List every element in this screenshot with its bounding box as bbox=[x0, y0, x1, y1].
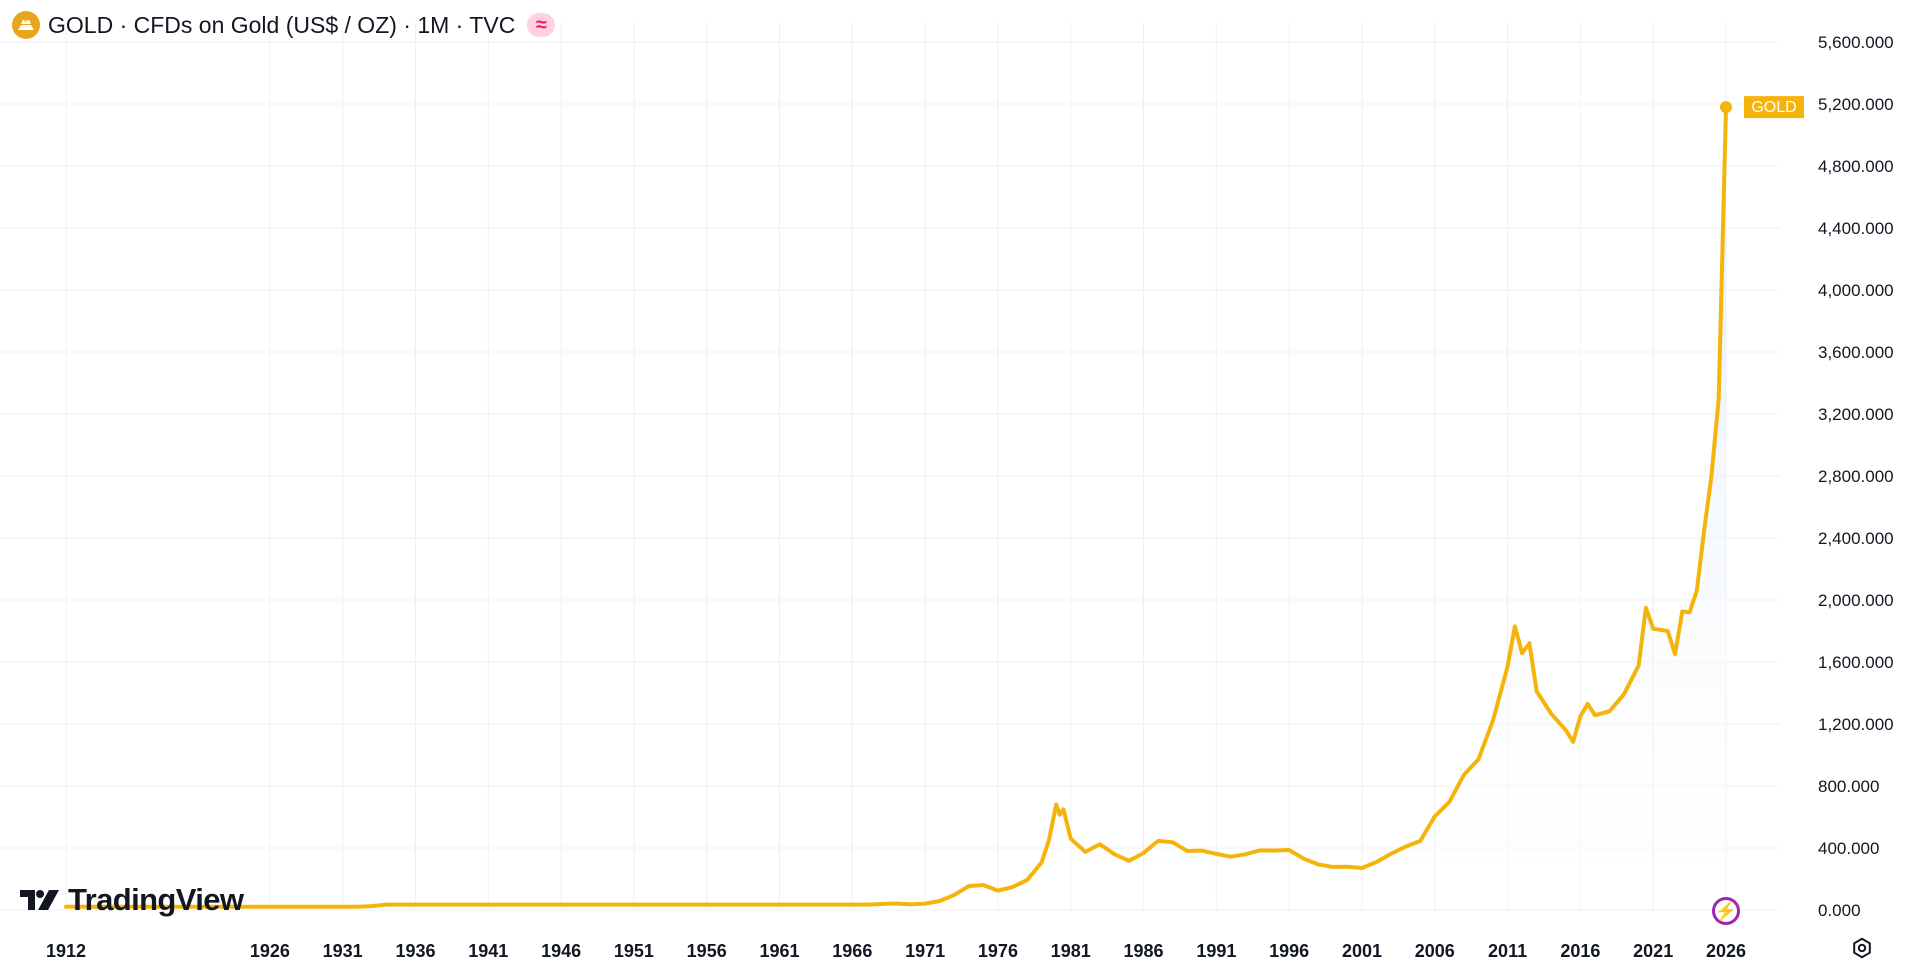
lightning-icon[interactable]: ⚡ bbox=[1712, 897, 1740, 925]
y-tick-label: 2,800.000 bbox=[1818, 467, 1894, 486]
y-tick-label: 5,200.000 bbox=[1818, 95, 1894, 114]
tradingview-logo-icon bbox=[20, 890, 59, 910]
last-price-point bbox=[1720, 101, 1732, 114]
price-area bbox=[66, 107, 1726, 911]
x-tick-label: 1926 bbox=[250, 941, 290, 961]
x-tick-label: 1912 bbox=[46, 941, 86, 961]
y-tick-label: 3,600.000 bbox=[1818, 343, 1894, 362]
market-status-icon[interactable]: ≈ bbox=[527, 13, 556, 37]
tradingview-logo[interactable]: TradingView bbox=[18, 882, 244, 917]
last-price-badge bbox=[1744, 96, 1804, 119]
x-tick-label: 1946 bbox=[541, 941, 581, 961]
chart-header: GOLD · CFDs on Gold (US$ / OZ) · 1M · TV… bbox=[12, 10, 556, 40]
y-tick-label: 1,600.000 bbox=[1818, 653, 1894, 672]
x-tick-label: 1951 bbox=[614, 941, 654, 961]
chart-title[interactable]: GOLD · CFDs on Gold (US$ / OZ) · 1M · TV… bbox=[48, 12, 516, 38]
x-tick-label: 1981 bbox=[1051, 941, 1091, 961]
x-tick-label: 2006 bbox=[1415, 941, 1455, 961]
y-tick-label: 0.000 bbox=[1818, 901, 1861, 920]
logo-text: TradingView bbox=[68, 882, 244, 917]
y-tick-label: 4,400.000 bbox=[1818, 219, 1894, 238]
x-tick-label: 1976 bbox=[978, 941, 1018, 961]
x-tick-label: 1996 bbox=[1269, 941, 1309, 961]
x-tick-label: 2021 bbox=[1633, 941, 1673, 961]
x-tick-label: 2011 bbox=[1488, 941, 1527, 961]
y-tick-label: 1,200.000 bbox=[1818, 715, 1894, 734]
x-tick-label: 1936 bbox=[395, 941, 435, 961]
gold-bar-icon-shape bbox=[18, 20, 34, 30]
y-tick-label: 4,800.000 bbox=[1818, 157, 1894, 176]
y-tick-label: 800.000 bbox=[1818, 777, 1879, 796]
y-tick-label: 400.000 bbox=[1818, 839, 1879, 858]
x-tick-label: 1986 bbox=[1124, 941, 1164, 961]
x-tick-label: 1991 bbox=[1196, 941, 1236, 961]
y-tick-label: 2,400.000 bbox=[1818, 529, 1894, 548]
x-tick-label: 2026 bbox=[1706, 941, 1746, 961]
y-tick-label: 2,000.000 bbox=[1818, 591, 1894, 610]
x-tick-label: 1941 bbox=[468, 941, 508, 961]
price-line bbox=[64, 105, 1728, 909]
x-tick-label: 1961 bbox=[759, 941, 799, 961]
x-tick-label: 1956 bbox=[687, 941, 727, 961]
x-tick-label: 2016 bbox=[1560, 941, 1600, 961]
x-tick-label: 1971 bbox=[905, 941, 945, 961]
x-tick-label: 2001 bbox=[1342, 941, 1382, 961]
settings-icon[interactable] bbox=[1850, 936, 1874, 960]
y-tick-label: 3,200.000 bbox=[1818, 405, 1894, 424]
y-tick-label: 5,600.000 bbox=[1818, 33, 1894, 52]
gold-bar-icon[interactable] bbox=[12, 11, 40, 39]
x-tick-label: 1966 bbox=[832, 941, 872, 961]
y-tick-label: 4,000.000 bbox=[1818, 281, 1894, 300]
x-tick-label: 1931 bbox=[323, 941, 363, 961]
last-price-badge-label: GOLD bbox=[1751, 99, 1796, 116]
